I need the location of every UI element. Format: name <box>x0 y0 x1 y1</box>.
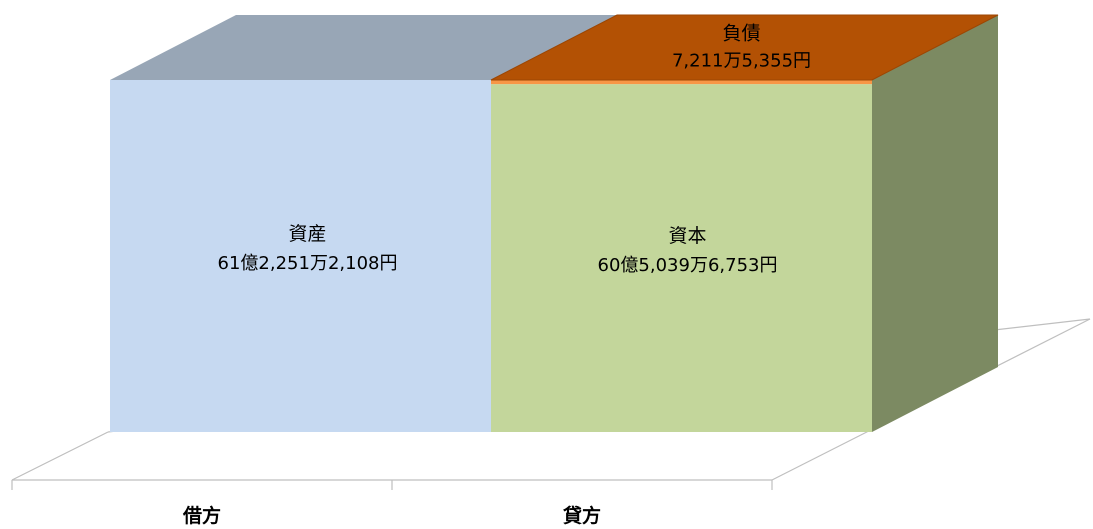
equity-name-label: 資本 <box>668 225 706 247</box>
assets-bar-front <box>110 80 491 432</box>
liabilities-value-label: 7,211万5,355円 <box>672 51 811 72</box>
assets-value-label: 61億2,251万2,108円 <box>218 253 398 274</box>
liabilities-name-label: 負債 <box>722 23 760 45</box>
equity-bar-front <box>491 84 872 432</box>
category-label-debit: 借方 <box>182 504 221 527</box>
liabilities-bar-top <box>490 14 999 81</box>
assets-name-label: 資産 <box>288 223 326 245</box>
chart-bars <box>110 14 999 432</box>
assets-bar-top <box>110 15 617 80</box>
liabilities-bar-front <box>491 80 872 85</box>
equity-value-label: 60億5,039万6,753円 <box>598 255 778 276</box>
category-label-credit: 貸方 <box>562 504 601 527</box>
floor-left-edge <box>11 431 109 481</box>
credit-bar-side <box>872 15 998 432</box>
chart-labels: 資産 61億2,251万2,108円 資本 60億5,039万6,753円 負債… <box>182 23 811 528</box>
